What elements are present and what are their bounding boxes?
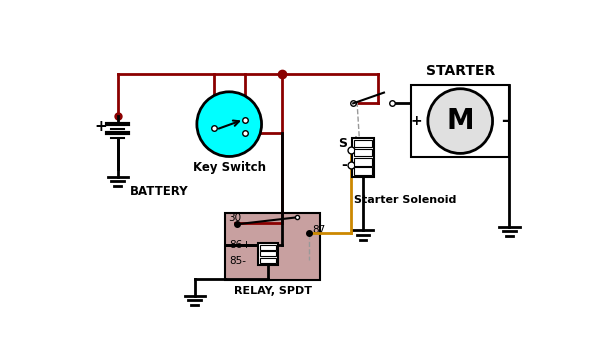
Bar bbox=[226, 213, 320, 280]
Text: 30: 30 bbox=[228, 213, 241, 223]
Bar bbox=[260, 245, 276, 250]
Bar bbox=[354, 149, 373, 157]
Text: -: - bbox=[500, 112, 508, 130]
Bar bbox=[354, 140, 373, 147]
Text: 86+: 86+ bbox=[229, 240, 251, 250]
Bar bbox=[260, 252, 276, 256]
Text: M: M bbox=[446, 107, 474, 135]
Bar bbox=[353, 138, 374, 176]
Text: -: - bbox=[341, 158, 347, 172]
Circle shape bbox=[428, 89, 492, 153]
Text: 85-: 85- bbox=[229, 256, 246, 266]
Text: +: + bbox=[94, 119, 107, 134]
Text: Key Switch: Key Switch bbox=[193, 161, 266, 174]
Bar bbox=[411, 85, 510, 157]
Text: +: + bbox=[410, 114, 422, 128]
Bar bbox=[260, 258, 276, 263]
Bar bbox=[354, 167, 373, 175]
Text: RELAY, SPDT: RELAY, SPDT bbox=[233, 286, 312, 296]
Text: S: S bbox=[338, 137, 347, 150]
Text: Starter Solenoid: Starter Solenoid bbox=[354, 195, 457, 205]
Bar bbox=[354, 158, 373, 166]
Text: 87: 87 bbox=[313, 226, 326, 235]
Text: +: + bbox=[351, 135, 359, 144]
Text: STARTER: STARTER bbox=[426, 64, 495, 78]
Text: BATTERY: BATTERY bbox=[130, 185, 188, 198]
Circle shape bbox=[197, 92, 261, 157]
Bar bbox=[258, 243, 278, 265]
